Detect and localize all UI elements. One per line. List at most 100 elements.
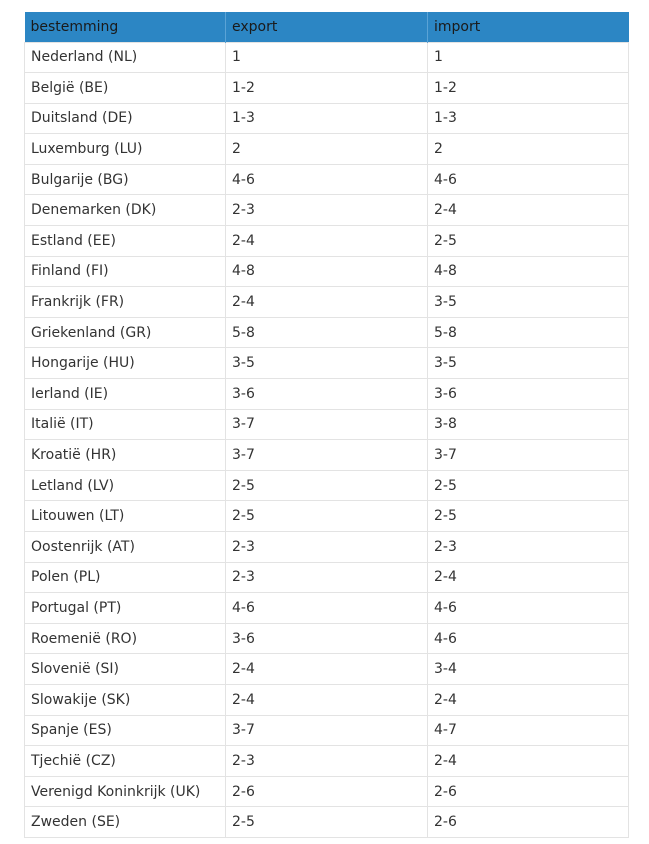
table-row: Litouwen (LT) 2-5 2-5 <box>24 500 629 532</box>
import-cell: 2-4 <box>427 561 629 594</box>
import-cell: 4-6 <box>427 163 629 196</box>
import-cell: 1-2 <box>427 72 629 104</box>
import-cell: 3-7 <box>427 439 629 471</box>
destination-cell: Tjechië (CZ) <box>24 745 226 777</box>
export-cell: 3-5 <box>225 347 428 380</box>
column-header-import: import <box>427 12 629 42</box>
table-row: Kroatië (HR) 3-7 3-7 <box>24 439 629 471</box>
export-cell: 2 <box>225 133 428 165</box>
column-header-export: export <box>225 12 428 42</box>
destination-cell: Finland (FI) <box>24 255 226 288</box>
import-cell: 2-4 <box>427 745 629 777</box>
import-cell: 4-6 <box>427 622 629 655</box>
table-row: Slovenië (SI) 2-4 3-4 <box>24 653 629 685</box>
export-cell: 3-6 <box>225 622 428 655</box>
destination-cell: Bulgarije (BG) <box>24 163 226 196</box>
import-cell: 2-6 <box>427 775 629 808</box>
table-row: Hongarije (HU) 3-5 3-5 <box>24 347 629 380</box>
table-row: Letland (LV) 2-5 2-5 <box>24 469 629 502</box>
import-cell: 2-6 <box>427 806 629 838</box>
import-cell: 1-3 <box>427 102 629 135</box>
destination-cell: Kroatië (HR) <box>24 439 226 471</box>
destination-cell: Griekenland (GR) <box>24 316 226 349</box>
import-cell: 2 <box>427 133 629 165</box>
export-cell: 4-8 <box>225 255 428 288</box>
import-cell: 4-7 <box>427 714 629 747</box>
table-row: Zweden (SE) 2-5 2-6 <box>24 806 629 838</box>
table-row: Italië (IT) 3-7 3-8 <box>24 408 629 441</box>
destination-cell: Letland (LV) <box>24 469 226 502</box>
export-cell: 2-5 <box>225 469 428 502</box>
export-cell: 2-3 <box>225 531 428 563</box>
export-cell: 4-6 <box>225 163 428 196</box>
import-cell: 3-8 <box>427 408 629 441</box>
export-cell: 3-7 <box>225 408 428 441</box>
export-cell: 2-3 <box>225 745 428 777</box>
destination-cell: Roemenië (RO) <box>24 622 226 655</box>
destination-cell: Ierland (IE) <box>24 378 226 410</box>
destination-cell: Zweden (SE) <box>24 806 226 838</box>
column-header-bestemming: bestemming <box>24 12 226 42</box>
table-row: Frankrijk (FR) 2-4 3-5 <box>24 286 629 318</box>
table-row: Griekenland (GR) 5-8 5-8 <box>24 316 629 349</box>
table-row: Luxemburg (LU) 2 2 <box>24 133 629 165</box>
export-cell: 2-4 <box>225 286 428 318</box>
export-cell: 1-2 <box>225 72 428 104</box>
destination-cell: Litouwen (LT) <box>24 500 226 532</box>
table-row: Polen (PL) 2-3 2-4 <box>24 561 629 594</box>
table-row: Tjechië (CZ) 2-3 2-4 <box>24 745 629 777</box>
table-header-row: bestemming export import <box>24 12 629 42</box>
delivery-time-table-container: bestemming export import Nederland (NL) 1… <box>24 12 629 838</box>
export-cell: 1-3 <box>225 102 428 135</box>
export-cell: 2-4 <box>225 225 428 257</box>
table-row: Portugal (PT) 4-6 4-6 <box>24 592 629 624</box>
destination-cell: Oostenrijk (AT) <box>24 531 226 563</box>
import-cell: 2-5 <box>427 500 629 532</box>
table-row: Denemarken (DK) 2-3 2-4 <box>24 194 629 227</box>
export-cell: 3-7 <box>225 439 428 471</box>
table-row: Spanje (ES) 3-7 4-7 <box>24 714 629 747</box>
import-cell: 2-3 <box>427 531 629 563</box>
table-row: Finland (FI) 4-8 4-8 <box>24 255 629 288</box>
export-cell: 2-5 <box>225 806 428 838</box>
destination-cell: Frankrijk (FR) <box>24 286 226 318</box>
destination-cell: Spanje (ES) <box>24 714 226 747</box>
import-cell: 3-4 <box>427 653 629 685</box>
destination-cell: Portugal (PT) <box>24 592 226 624</box>
import-cell: 5-8 <box>427 316 629 349</box>
import-cell: 3-5 <box>427 347 629 380</box>
export-cell: 3-6 <box>225 378 428 410</box>
table-row: Slowakije (SK) 2-4 2-4 <box>24 683 629 716</box>
delivery-time-table: bestemming export import Nederland (NL) 1… <box>24 12 629 838</box>
export-cell: 2-3 <box>225 561 428 594</box>
table-row: Ierland (IE) 3-6 3-6 <box>24 378 629 410</box>
destination-cell: Luxemburg (LU) <box>24 133 226 165</box>
table-row: Oostenrijk (AT) 2-3 2-3 <box>24 531 629 563</box>
export-cell: 2-4 <box>225 653 428 685</box>
export-cell: 2-3 <box>225 194 428 227</box>
table-row: Verenigd Koninkrijk (UK) 2-6 2-6 <box>24 775 629 808</box>
export-cell: 3-7 <box>225 714 428 747</box>
destination-cell: Slowakije (SK) <box>24 683 226 716</box>
destination-cell: België (BE) <box>24 72 226 104</box>
import-cell: 4-6 <box>427 592 629 624</box>
import-cell: 2-4 <box>427 683 629 716</box>
destination-cell: Duitsland (DE) <box>24 102 226 135</box>
destination-cell: Verenigd Koninkrijk (UK) <box>24 775 226 808</box>
table-row: Duitsland (DE) 1-3 1-3 <box>24 102 629 135</box>
destination-cell: Denemarken (DK) <box>24 194 226 227</box>
export-cell: 1 <box>225 41 428 74</box>
export-cell: 2-4 <box>225 683 428 716</box>
table-row: Bulgarije (BG) 4-6 4-6 <box>24 163 629 196</box>
destination-cell: Nederland (NL) <box>24 41 226 74</box>
import-cell: 3-5 <box>427 286 629 318</box>
table-row: Estland (EE) 2-4 2-5 <box>24 225 629 257</box>
import-cell: 2-5 <box>427 469 629 502</box>
table-row: België (BE) 1-2 1-2 <box>24 72 629 104</box>
import-cell: 2-5 <box>427 225 629 257</box>
import-cell: 4-8 <box>427 255 629 288</box>
export-cell: 5-8 <box>225 316 428 349</box>
import-cell: 3-6 <box>427 378 629 410</box>
export-cell: 2-5 <box>225 500 428 532</box>
import-cell: 1 <box>427 41 629 74</box>
